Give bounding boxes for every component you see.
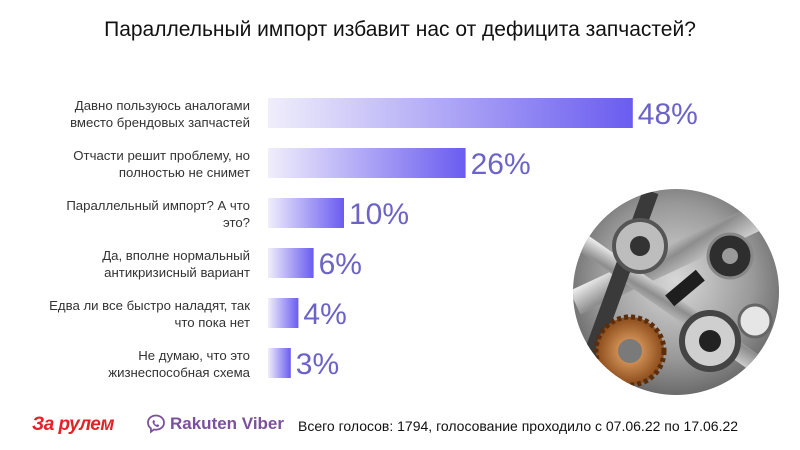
category-label-4: Да, вполне нормальный антикризисный вариа… [102,248,250,280]
bar-5 [268,298,299,328]
bar-2 [268,148,466,178]
category-label-1: Давно пользуюсь аналогами вместо брендовы… [70,98,250,130]
category-label-6: Не думаю, что это жизнеспособная схема [108,348,250,380]
category-label-5: Едва ли все быстро наладят, так что пока … [49,298,250,330]
viber-icon [147,414,165,434]
category-label-2: Отчасти решит проблему, но полностью не с… [73,148,250,180]
category-label-3: Параллельный импорт? А что это? [66,198,250,230]
value-label-2: 26% [471,148,531,181]
za-rulem-logo: За рулем [32,414,114,435]
footer-note: Всего голосов: 1794, голосование проходи… [298,418,739,434]
value-label-6: 3% [296,348,339,381]
value-label-5: 4% [303,298,346,331]
rakuten-viber-logo: Rakuten Viber [146,414,284,434]
bar-4 [268,248,314,278]
chart-title: Параллельный импорт избавит нас от дефиц… [104,18,696,41]
bar-1 [268,98,633,128]
viber-logo-text: Rakuten Viber [170,414,285,433]
value-label-1: 48% [638,98,698,131]
bar-6 [268,348,291,378]
value-label-4: 6% [319,248,362,281]
value-label-3: 10% [349,198,409,231]
auto-parts-photo [573,189,779,395]
bar-3 [268,198,344,228]
